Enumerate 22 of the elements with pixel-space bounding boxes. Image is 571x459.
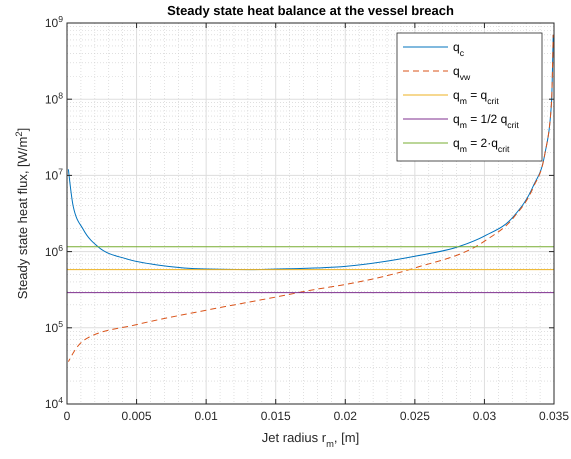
x-axis-title: Jet radius r$_{m}$, [m]: [262, 430, 360, 449]
y-tick-label: 10$^{8}$: [44, 90, 64, 106]
x-tick-label: 0.025: [400, 409, 430, 423]
legend-label: q$_{c}$: [453, 40, 465, 58]
y-tick-label: 10$^{5}$: [44, 319, 64, 335]
x-tick-label: 0.015: [260, 409, 292, 423]
legend-label: q$_{vw}$: [453, 64, 471, 82]
x-tick-label: 0.01: [194, 409, 218, 423]
legend-label: q$_{m}$ = 2·q$_{crit}$: [453, 136, 510, 154]
x-tick-label: 0.005: [122, 409, 152, 423]
line-series: [68, 34, 554, 362]
y-tick-label: 10$^{9}$: [44, 14, 64, 30]
x-tick-label: 0.02: [334, 409, 358, 423]
y-tick-label: 10$^{7}$: [44, 166, 64, 183]
legend-label: q$_{m}$ = q$_{crit}$: [453, 88, 500, 106]
x-tick-label: 0: [64, 409, 71, 423]
y-tick-label: 10$^{4}$: [44, 395, 64, 412]
legend-label: q$_{m}$ = 1/2 q$_{crit}$: [453, 112, 520, 130]
x-tick-label: 0.03: [472, 409, 496, 423]
x-tick-label: 0.035: [538, 409, 570, 423]
chart-title: Steady state heat balance at the vessel breach: [167, 3, 454, 18]
y-tick-label: 10$^{6}$: [44, 242, 64, 259]
